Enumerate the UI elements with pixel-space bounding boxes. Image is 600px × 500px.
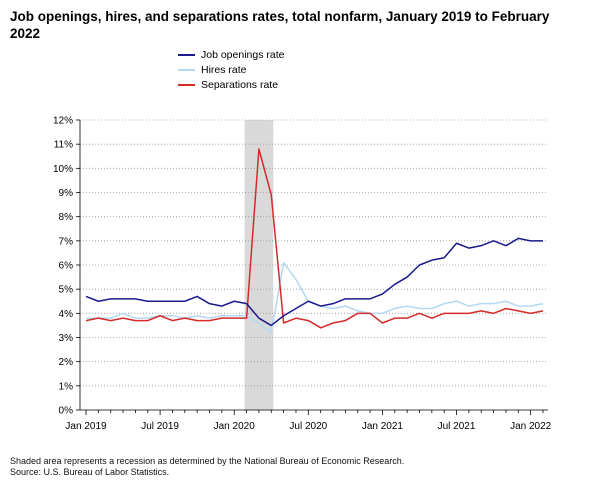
y-tick-label: 2% bbox=[59, 357, 74, 368]
x-tick-label: Jul 2021 bbox=[438, 421, 476, 432]
source-note: Source: U.S. Bureau of Labor Statistics. bbox=[10, 467, 170, 477]
legend-swatch-job-openings bbox=[178, 53, 195, 56]
y-tick-label: 8% bbox=[59, 212, 74, 223]
x-tick-label: Jul 2020 bbox=[289, 421, 327, 432]
y-tick-label: 6% bbox=[59, 261, 74, 272]
recession-note: Shaded area represents a recession as de… bbox=[10, 456, 405, 466]
y-tick-label: 5% bbox=[59, 285, 74, 296]
y-tick-label: 0% bbox=[59, 406, 74, 417]
chart-title: Job openings, hires, and separations rat… bbox=[10, 9, 550, 41]
line-chart: 0% 1% 2% 3% 4% 5% 6% 7% 8% 9% 10% 11% 12% Jan 2019 Jul… bbox=[53, 116, 552, 433]
legend-label-separations: Separations rate bbox=[201, 78, 279, 91]
legend-item-separations: Separations rate bbox=[178, 77, 284, 92]
x-tick-label: Jan 2021 bbox=[362, 421, 404, 432]
recession-shade bbox=[244, 120, 274, 410]
legend-item-hires: Hires rate bbox=[178, 62, 284, 77]
series-line-job-openings bbox=[85, 237, 543, 327]
y-tick-label: 4% bbox=[59, 309, 74, 320]
legend-label-job-openings: Job openings rate bbox=[201, 48, 285, 61]
y-tick-label: 9% bbox=[59, 188, 74, 199]
y-tick-label: 10% bbox=[53, 164, 73, 175]
series-line-hires bbox=[86, 261, 544, 334]
series-line-separations bbox=[85, 148, 544, 329]
y-tick-label: 12% bbox=[53, 116, 73, 127]
chart-footnote: Shaded area represents a recession as de… bbox=[10, 456, 404, 478]
y-tick-label: 7% bbox=[59, 236, 74, 247]
legend-label-hires: Hires rate bbox=[201, 63, 247, 76]
y-tick-label: 11% bbox=[54, 140, 73, 151]
chart-legend: Job openings rate Hires rate Separations… bbox=[178, 47, 284, 92]
x-tick-label: Jan 2022 bbox=[510, 421, 552, 432]
x-tick-label: Jan 2020 bbox=[214, 421, 256, 432]
y-tick-label: 1% bbox=[59, 381, 74, 392]
x-tick-label: Jan 2019 bbox=[65, 421, 107, 432]
legend-swatch-hires bbox=[178, 68, 195, 71]
y-tick-label: 3% bbox=[59, 333, 74, 344]
x-tick-label: Jul 2019 bbox=[141, 421, 179, 432]
legend-item-job-openings: Job openings rate bbox=[178, 47, 284, 62]
legend-swatch-separations bbox=[178, 83, 195, 86]
